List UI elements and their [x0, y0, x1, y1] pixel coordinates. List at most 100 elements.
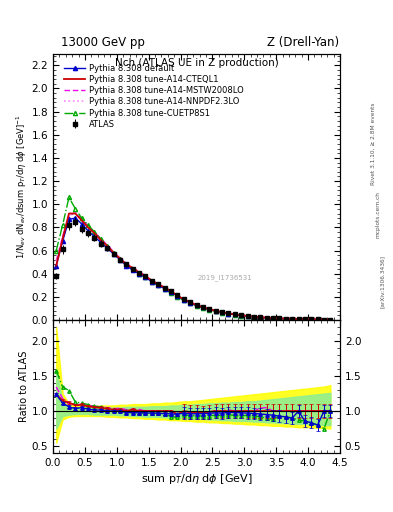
Pythia 8.308 tune-A14-NNPDF2.3LO [245, 313, 250, 319]
Pythia 8.308 default [194, 302, 199, 308]
Pythia 8.308 tune-A14-MSTW2008LO [105, 242, 110, 248]
Pythia 8.308 tune-CUETP8S1 [303, 316, 307, 323]
Pythia 8.308 tune-A14-MSTW2008LO [92, 229, 97, 235]
Pythia 8.308 tune-A14-MSTW2008LO [264, 314, 269, 321]
Pythia 8.308 tune-A14-NNPDF2.3LO [283, 315, 288, 322]
Text: Z (Drell-Yan): Z (Drell-Yan) [266, 36, 339, 49]
Pythia 8.308 tune-A14-CTEQL1 [207, 306, 211, 312]
Pythia 8.308 tune-A14-MSTW2008LO [143, 273, 148, 279]
Pythia 8.308 tune-CUETP8S1 [156, 282, 161, 288]
Pythia 8.308 tune-A14-MSTW2008LO [169, 288, 173, 294]
Pythia 8.308 tune-A14-NNPDF2.3LO [124, 260, 129, 266]
Pythia 8.308 default [239, 312, 244, 318]
Pythia 8.308 tune-A14-MSTW2008LO [182, 296, 186, 303]
Pythia 8.308 tune-CUETP8S1 [130, 266, 135, 272]
Pythia 8.308 tune-A14-MSTW2008LO [226, 310, 231, 316]
Pythia 8.308 tune-A14-MSTW2008LO [67, 213, 72, 219]
Pythia 8.308 default [130, 267, 135, 273]
Pythia 8.308 tune-CUETP8S1 [60, 222, 65, 228]
Pythia 8.308 tune-A14-CTEQL1 [232, 311, 237, 317]
Pythia 8.308 tune-A14-CTEQL1 [213, 308, 218, 314]
Pythia 8.308 tune-CUETP8S1 [105, 243, 110, 249]
Pythia 8.308 default [60, 238, 65, 244]
Pythia 8.308 tune-A14-CTEQL1 [277, 315, 282, 322]
Pythia 8.308 default [213, 308, 218, 314]
Pythia 8.308 tune-A14-MSTW2008LO [149, 278, 154, 284]
Pythia 8.308 tune-CUETP8S1 [149, 279, 154, 285]
Pythia 8.308 tune-A14-NNPDF2.3LO [67, 213, 72, 219]
Pythia 8.308 tune-A14-CTEQL1 [118, 255, 122, 262]
Pythia 8.308 tune-A14-MSTW2008LO [60, 233, 65, 240]
Pythia 8.308 tune-A14-MSTW2008LO [124, 260, 129, 266]
Pythia 8.308 tune-A14-MSTW2008LO [245, 313, 250, 319]
Pythia 8.308 tune-A14-NNPDF2.3LO [328, 316, 333, 323]
Pythia 8.308 tune-CUETP8S1 [220, 310, 224, 316]
Pythia 8.308 tune-A14-NNPDF2.3LO [118, 254, 122, 261]
Pythia 8.308 default [309, 316, 314, 323]
Pythia 8.308 default [264, 315, 269, 321]
Pythia 8.308 default [188, 300, 193, 306]
Pythia 8.308 default [67, 216, 72, 222]
Pythia 8.308 tune-A14-MSTW2008LO [328, 316, 333, 323]
Pythia 8.308 default [111, 251, 116, 257]
Text: mcplots.cern.ch: mcplots.cern.ch [376, 191, 380, 239]
Pythia 8.308 tune-A14-NNPDF2.3LO [220, 309, 224, 315]
Pythia 8.308 tune-CUETP8S1 [67, 194, 72, 200]
Pythia 8.308 tune-A14-MSTW2008LO [315, 316, 320, 323]
Pythia 8.308 tune-A14-CTEQL1 [54, 263, 59, 269]
Pythia 8.308 tune-A14-NNPDF2.3LO [290, 316, 294, 322]
Pythia 8.308 tune-A14-NNPDF2.3LO [271, 315, 275, 321]
Pythia 8.308 default [232, 311, 237, 317]
Pythia 8.308 tune-CUETP8S1 [200, 305, 205, 311]
Pythia 8.308 default [321, 316, 326, 323]
Pythia 8.308 tune-A14-NNPDF2.3LO [213, 308, 218, 314]
Pythia 8.308 default [137, 271, 141, 277]
Pythia 8.308 tune-A14-MSTW2008LO [99, 236, 103, 242]
Pythia 8.308 tune-CUETP8S1 [226, 311, 231, 317]
Pythia 8.308 tune-CUETP8S1 [54, 247, 59, 253]
Pythia 8.308 default [277, 315, 282, 322]
Pythia 8.308 tune-A14-CTEQL1 [79, 218, 84, 224]
Pythia 8.308 tune-A14-MSTW2008LO [290, 316, 294, 322]
Pythia 8.308 tune-A14-NNPDF2.3LO [143, 273, 148, 279]
Pythia 8.308 default [226, 310, 231, 316]
Pythia 8.308 default [252, 314, 256, 320]
Y-axis label: Ratio to ATLAS: Ratio to ATLAS [19, 351, 29, 422]
Pythia 8.308 tune-CUETP8S1 [79, 215, 84, 221]
Pythia 8.308 tune-A14-CTEQL1 [296, 316, 301, 322]
Pythia 8.308 default [200, 305, 205, 311]
Pythia 8.308 tune-A14-NNPDF2.3LO [226, 310, 231, 316]
Pythia 8.308 tune-A14-CTEQL1 [182, 296, 186, 302]
Pythia 8.308 tune-A14-NNPDF2.3LO [239, 312, 244, 318]
Text: 13000 GeV pp: 13000 GeV pp [61, 36, 145, 49]
Pythia 8.308 tune-CUETP8S1 [277, 315, 282, 322]
Pythia 8.308 default [162, 286, 167, 292]
Pythia 8.308 tune-A14-CTEQL1 [111, 250, 116, 256]
Pythia 8.308 tune-CUETP8S1 [137, 271, 141, 277]
Pythia 8.308 tune-A14-NNPDF2.3LO [207, 306, 211, 312]
Pythia 8.308 tune-A14-NNPDF2.3LO [194, 302, 199, 308]
Pythia 8.308 tune-CUETP8S1 [258, 314, 263, 321]
Pythia 8.308 tune-A14-MSTW2008LO [130, 265, 135, 271]
Pythia 8.308 tune-A14-NNPDF2.3LO [258, 314, 263, 321]
Pythia 8.308 tune-A14-MSTW2008LO [156, 281, 161, 287]
Pythia 8.308 tune-A14-CTEQL1 [252, 313, 256, 319]
Pythia 8.308 tune-A14-NNPDF2.3LO [277, 315, 282, 322]
Pythia 8.308 default [92, 233, 97, 240]
Pythia 8.308 tune-A14-NNPDF2.3LO [188, 300, 193, 306]
Pythia 8.308 tune-A14-CTEQL1 [156, 281, 161, 287]
Text: [arXiv:1306.3436]: [arXiv:1306.3436] [380, 255, 385, 308]
Pythia 8.308 tune-A14-CTEQL1 [143, 273, 148, 279]
Pythia 8.308 default [105, 245, 110, 251]
Pythia 8.308 tune-A14-MSTW2008LO [54, 258, 59, 264]
Pythia 8.308 default [220, 309, 224, 315]
Pythia 8.308 default [124, 263, 129, 269]
Pythia 8.308 tune-CUETP8S1 [92, 229, 97, 235]
Pythia 8.308 tune-A14-MSTW2008LO [207, 306, 211, 312]
Pythia 8.308 tune-CUETP8S1 [283, 316, 288, 322]
Pythia 8.308 tune-A14-MSTW2008LO [232, 311, 237, 317]
Pythia 8.308 tune-A14-MSTW2008LO [277, 315, 282, 322]
Pythia 8.308 tune-CUETP8S1 [118, 255, 122, 262]
Pythia 8.308 tune-A14-MSTW2008LO [86, 223, 90, 229]
Pythia 8.308 tune-A14-NNPDF2.3LO [60, 233, 65, 240]
